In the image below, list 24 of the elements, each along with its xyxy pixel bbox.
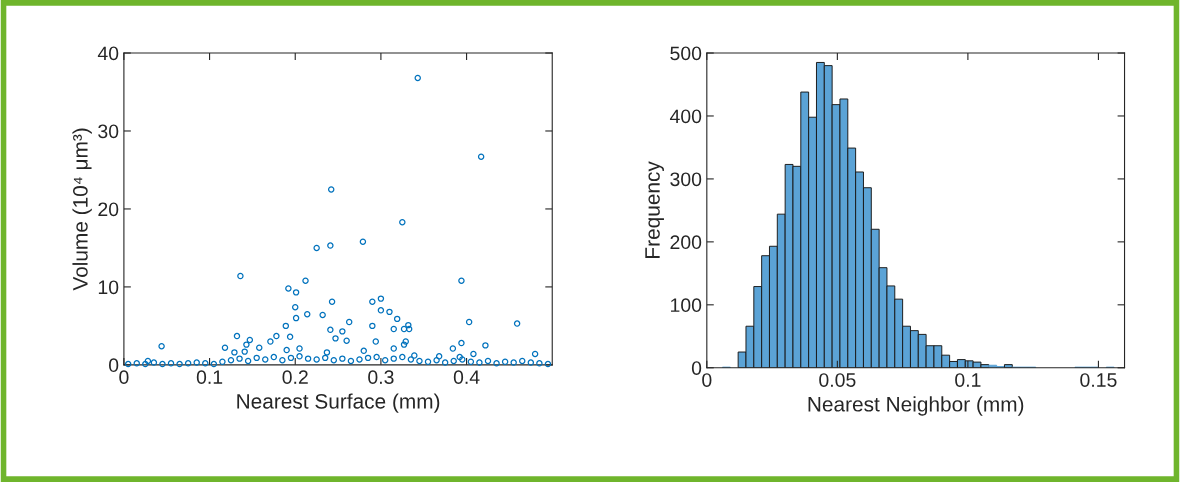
y-tick-label: 500 bbox=[670, 46, 702, 61]
y-tick-label: 300 bbox=[670, 172, 702, 187]
x-tick-label: 0.4 bbox=[453, 370, 480, 385]
x-tick-label: 0 bbox=[702, 373, 712, 387]
x-tick-label: 0.3 bbox=[368, 370, 394, 385]
y-axis-title: Frequency bbox=[645, 161, 664, 258]
x-axis-title: Nearest Neighbor (mm) bbox=[808, 396, 1024, 416]
x-tick-label: 0.05 bbox=[819, 373, 856, 387]
y-tick-label: 30 bbox=[98, 124, 119, 139]
y-tick-label: 0 bbox=[691, 361, 702, 375]
y-tick-label: 40 bbox=[97, 46, 119, 61]
y-tick-label: 100 bbox=[671, 298, 702, 313]
y-tick-label: 200 bbox=[670, 235, 702, 250]
y-tick-label: 20 bbox=[98, 202, 119, 217]
x-tick-label: 0 bbox=[119, 370, 129, 385]
x-tick-label: 0.1 bbox=[955, 373, 981, 387]
x-axis-title: Nearest Surface (mm) bbox=[237, 393, 440, 413]
y-tick-label: 0 bbox=[108, 358, 119, 373]
y-tick-label: 400 bbox=[669, 109, 702, 124]
x-tick-label: 0.1 bbox=[196, 370, 223, 385]
y-tick-label: 10 bbox=[98, 280, 119, 295]
x-tick-label: 0.15 bbox=[1080, 373, 1117, 387]
y-axis-title: Volume (10⁴ μm³) bbox=[72, 128, 92, 291]
x-tick-label: 0.2 bbox=[282, 370, 308, 385]
